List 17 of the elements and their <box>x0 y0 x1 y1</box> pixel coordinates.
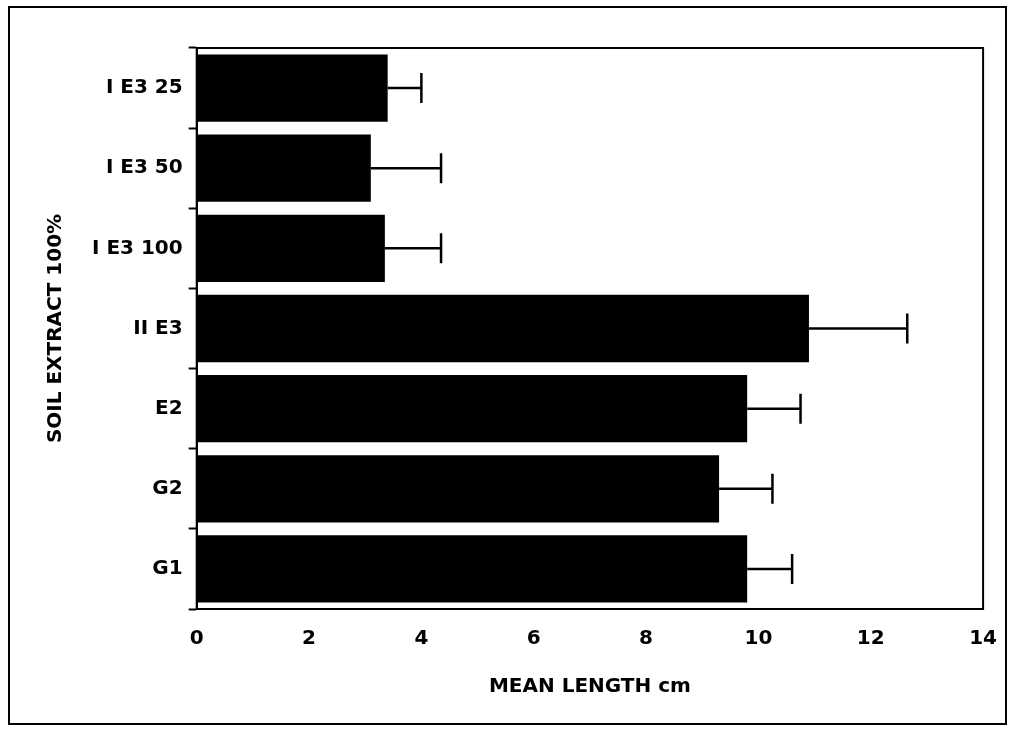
y-tick-label: I E3 100 <box>91 234 183 259</box>
x-tick-label: 4 <box>414 625 429 650</box>
x-tick-label: 8 <box>639 625 654 650</box>
y-tick-label: I E3 50 <box>105 154 183 179</box>
x-tick-label: 10 <box>744 625 773 650</box>
y-tick-label: G2 <box>152 474 183 499</box>
y-tick-label: I E3 25 <box>105 74 183 99</box>
y-tick-label: G1 <box>152 555 183 580</box>
x-tick-label: 2 <box>302 625 316 650</box>
x-tick-label: 6 <box>526 625 541 650</box>
x-tick-label: 0 <box>189 625 204 650</box>
y-tick-label: II E3 <box>133 314 183 339</box>
y-tick-label: E2 <box>155 394 183 419</box>
x-axis-title: MEAN LENGTH cm <box>488 673 691 698</box>
y-axis-title: SOIL EXTRACT 100% <box>42 213 67 444</box>
x-tick-label: 12 <box>856 625 885 650</box>
x-tick-label: 14 <box>969 625 998 650</box>
